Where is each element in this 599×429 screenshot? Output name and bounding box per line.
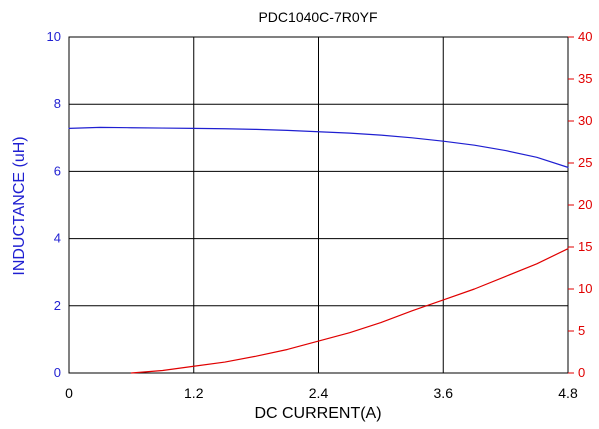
right-y-tick-label: 35 bbox=[578, 71, 592, 86]
left-y-tick-label: 4 bbox=[54, 231, 61, 246]
right-y-tick-label: 20 bbox=[578, 197, 592, 212]
x-tick-label: 4.8 bbox=[558, 385, 578, 401]
right-y-tick-label: 25 bbox=[578, 155, 592, 170]
left-y-tick-label: 8 bbox=[54, 96, 61, 111]
series-layer bbox=[68, 126, 569, 374]
right-y-tick-label: 0 bbox=[578, 365, 585, 380]
right-tick-labels: 0 5 10 15 20 25 30 35 40 bbox=[568, 29, 592, 380]
x-tick-label: 2.4 bbox=[309, 385, 329, 401]
x-tick-label: 1.2 bbox=[184, 385, 204, 401]
y-axis-label: INDUCTANCE (uH) bbox=[11, 136, 28, 275]
right-y-tick-label: 30 bbox=[578, 113, 592, 128]
right-y-tick-label: 15 bbox=[578, 239, 592, 254]
x-tick-labels: 0 1.2 2.4 3.6 4.8 bbox=[65, 385, 578, 401]
series-line-right-axis bbox=[130, 248, 569, 374]
chart-title: PDC1040C-7R0YF bbox=[258, 9, 377, 25]
right-y-tick-label: 40 bbox=[578, 29, 592, 44]
left-y-tick-label: 0 bbox=[54, 365, 61, 380]
x-axis-label: DC CURRENT(A) bbox=[254, 405, 381, 422]
left-y-tick-label: 6 bbox=[54, 163, 61, 178]
right-y-tick-label: 10 bbox=[578, 281, 592, 296]
left-tick-labels: 0 2 4 6 8 10 bbox=[47, 29, 61, 380]
x-tick-label: 3.6 bbox=[434, 385, 454, 401]
series-line-left-axis bbox=[68, 126, 569, 168]
grid bbox=[69, 37, 568, 373]
x-tick-label: 0 bbox=[65, 385, 73, 401]
left-y-tick-label: 2 bbox=[54, 298, 61, 313]
left-y-tick-label: 10 bbox=[47, 29, 61, 44]
right-y-tick-label: 5 bbox=[578, 323, 585, 338]
